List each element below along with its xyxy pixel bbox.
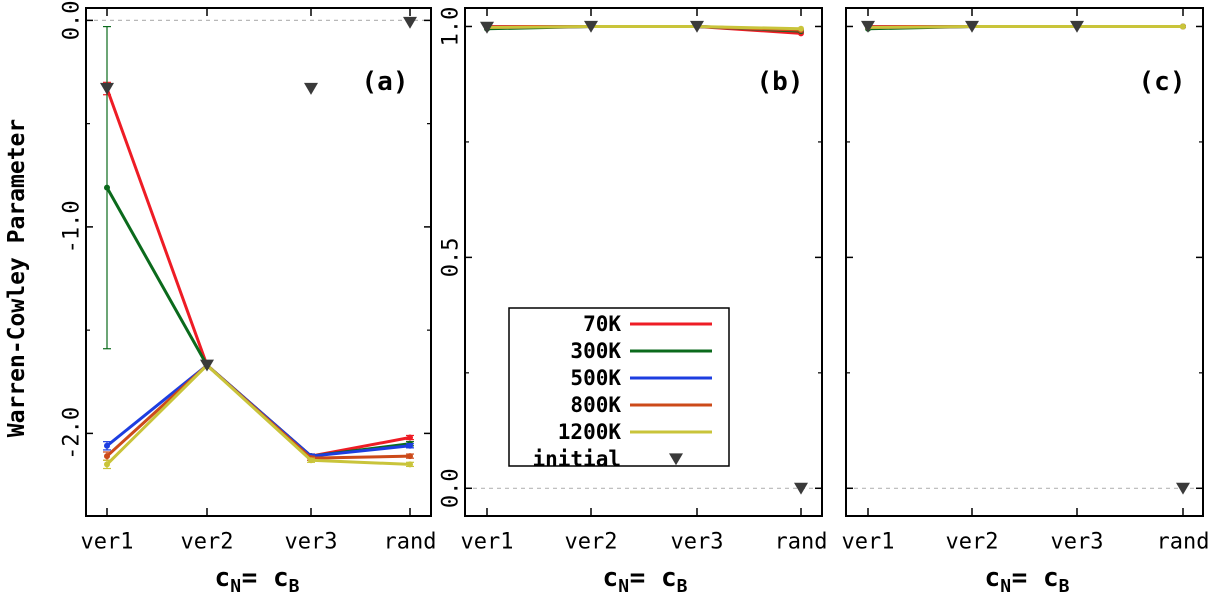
series-1200K [865, 23, 1186, 31]
legend-label: 500K [570, 366, 621, 390]
y-axis-label: Warren-Cowley Parameter [4, 119, 30, 438]
panel-tag: (c) [1139, 67, 1186, 97]
data-point [407, 461, 413, 468]
panels: 0.0 -1.0 -2.0 ver1 ver2 ver3 rand (a) 0.0 0.5 1.0 v… [60, 1, 1210, 555]
panel-b: 0.0 0.5 1.0 ver1 ver2 ver3 rand (b) [439, 7, 828, 555]
initial-marker [584, 20, 598, 33]
panel-tag: (b) [757, 67, 804, 97]
plot-frame [85, 7, 432, 517]
initial-marker [100, 82, 114, 95]
data-point [407, 453, 413, 460]
x-tick-label-rand: rand [384, 530, 437, 555]
series-1200K [103, 362, 414, 470]
y-tick-label: -1.0 [60, 200, 85, 253]
x-tick-label-ver2: ver2 [181, 530, 234, 555]
initial-marker [690, 20, 704, 33]
legend-label: 300K [570, 339, 621, 363]
series-line-70K [105, 88, 411, 458]
series-line-1200K [486, 24, 802, 31]
x-axis-label-c: cN = cB [985, 563, 1070, 597]
legend-label: 1200K [558, 420, 622, 444]
legend-label: 70K [583, 312, 621, 336]
data-point [104, 461, 110, 468]
initial-marker [1070, 20, 1084, 33]
plot-frame [845, 7, 1204, 517]
data-point [798, 25, 804, 32]
initial-marker [1176, 482, 1190, 495]
y-tick-label: 0.5 [439, 238, 464, 278]
x-axis-label-a: cN = cB [215, 563, 300, 597]
series-70K [103, 81, 414, 460]
legend-box [508, 307, 730, 467]
legend-label: initial [532, 447, 621, 471]
y-tick-label: 0.0 [439, 468, 464, 508]
data-point [407, 434, 413, 441]
y-tick-label: 1.0 [439, 7, 464, 47]
y-tick-label: 0.0 [60, 1, 85, 41]
x-axis-label-text: cN = cB [215, 563, 300, 597]
x-tick-label-ver3: ver3 [285, 530, 338, 555]
x-tick-label-rand: rand [1157, 530, 1210, 555]
x-tick-label-ver3: ver3 [1051, 530, 1104, 555]
x-tick-label-ver2: ver2 [946, 530, 999, 555]
series-line-1200K [105, 363, 411, 466]
initial-marker [403, 16, 417, 29]
panel-a: 0.0 -1.0 -2.0 ver1 ver2 ver3 rand (a) [60, 1, 437, 555]
data-point [104, 184, 110, 191]
initial-marker [480, 21, 494, 34]
panel-tag: (a) [362, 67, 409, 97]
data-point [104, 453, 110, 460]
y-tick-label: -2.0 [60, 407, 85, 460]
x-axis-label-b: cN = cB [603, 563, 688, 597]
initial-marker [794, 482, 808, 495]
legend: 70K 300K 500K 800K 1200K initial [508, 307, 730, 471]
series-line-1200K [867, 24, 1183, 29]
initial-marker [304, 82, 318, 95]
legend-initial-marker [669, 453, 683, 466]
x-axis-label-text: cN = cB [603, 563, 688, 597]
x-tick-label-ver1: ver1 [81, 530, 134, 555]
panel-c: ver1 ver2 ver3 rand (c) [842, 7, 1210, 555]
data-point [308, 457, 314, 464]
initial-marker [861, 20, 875, 33]
data-point [104, 442, 110, 449]
x-tick-label-rand: rand [775, 530, 828, 555]
x-axis-label-text: cN = cB [985, 563, 1070, 597]
x-tick-label-ver1: ver1 [461, 530, 514, 555]
x-tick-label-ver2: ver2 [565, 530, 618, 555]
x-tick-label-ver1: ver1 [842, 530, 895, 555]
legend-label: 800K [570, 393, 621, 417]
plot-frame [464, 7, 823, 517]
initial-marker [200, 359, 214, 372]
data-point [1180, 23, 1186, 30]
initial-marker [965, 20, 979, 33]
x-tick-label-ver3: ver3 [671, 530, 724, 555]
data-point [407, 442, 413, 449]
